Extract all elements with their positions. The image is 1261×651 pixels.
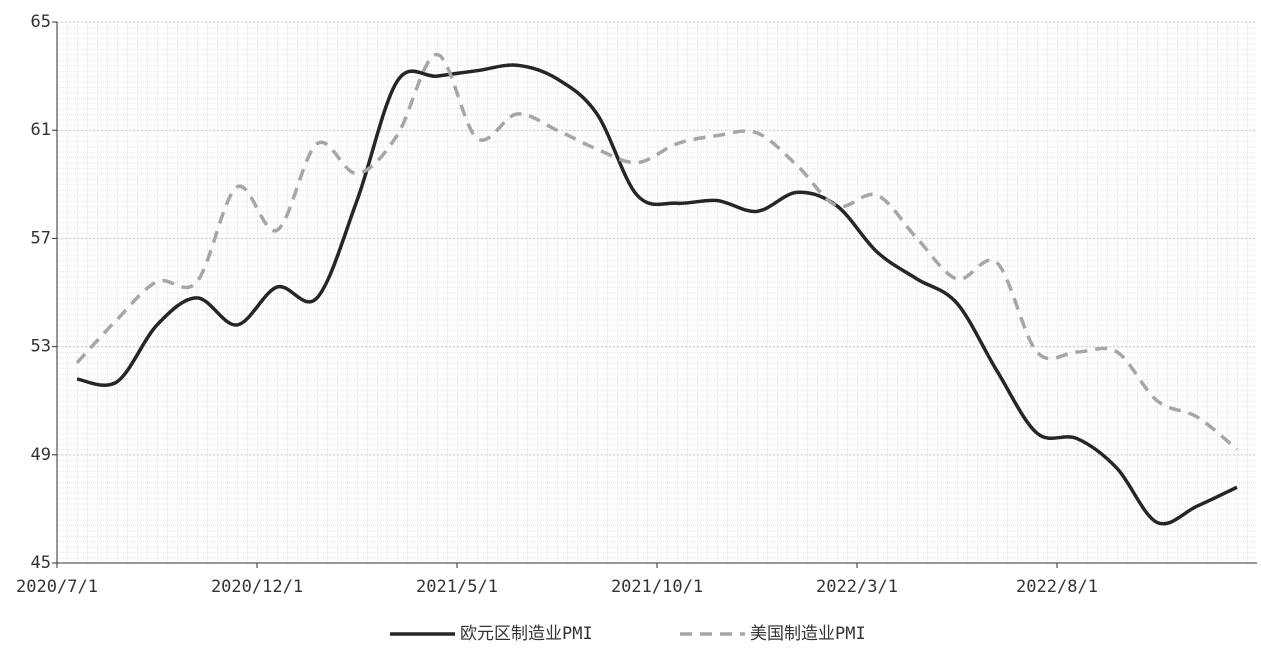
x-tick-label: 2020/12/1	[211, 577, 303, 597]
y-tick-label: 65	[31, 12, 51, 32]
y-tick-label: 57	[31, 228, 51, 248]
x-tick-label: 2021/5/1	[416, 577, 498, 597]
legend-label: 美国制造业PMI	[750, 624, 866, 644]
legend-label: 欧元区制造业PMI	[460, 624, 593, 644]
x-tick-label: 2022/8/1	[1016, 577, 1098, 597]
y-tick-label: 61	[31, 120, 51, 140]
y-tick-label: 49	[31, 445, 51, 465]
series-line	[76, 63, 1238, 526]
x-tick-label: 2022/3/1	[816, 577, 898, 597]
x-tick-label: 2020/7/1	[16, 577, 98, 597]
y-tick-label: 53	[31, 337, 51, 357]
y-tick-label: 45	[31, 553, 51, 573]
x-tick-label: 2021/10/1	[611, 577, 703, 597]
minor-grid	[57, 22, 1257, 563]
